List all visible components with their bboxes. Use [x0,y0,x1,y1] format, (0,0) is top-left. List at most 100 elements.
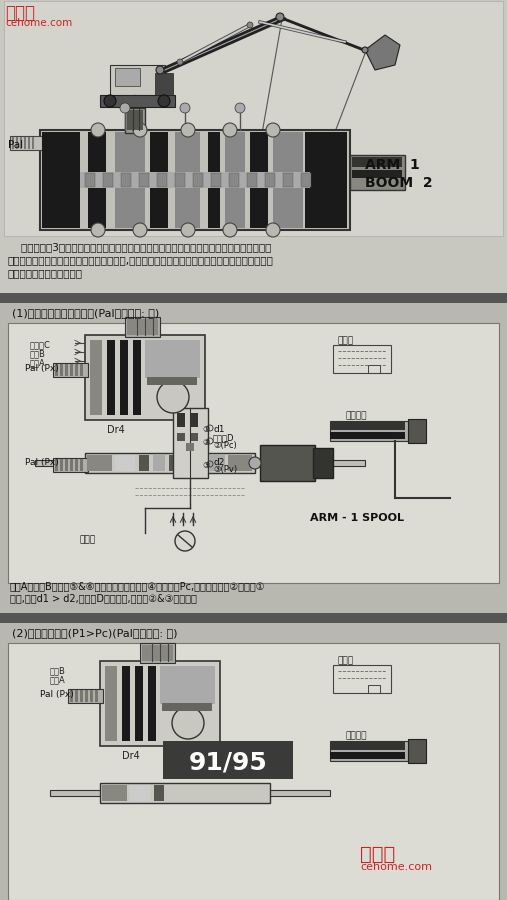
Bar [80,364,83,376]
Bar [133,340,141,415]
Text: cehome.com: cehome.com [5,18,73,28]
Bar [20,137,22,149]
Bar [352,157,402,167]
Text: d2: d2 [213,458,225,467]
Bar [150,132,168,228]
Circle shape [235,103,245,113]
Bar [173,408,208,478]
Bar [175,173,185,187]
Circle shape [175,531,195,551]
Bar [368,685,380,693]
Bar [127,110,143,130]
Circle shape [172,707,204,739]
Bar [142,645,173,661]
Polygon shape [160,17,285,72]
Text: 回油路: 回油路 [338,336,354,345]
Bar [125,108,145,133]
Bar [4,1,503,236]
Bar [175,173,185,187]
Bar [190,433,198,441]
Circle shape [276,13,284,21]
Bar [80,459,83,471]
Bar [140,643,175,663]
Bar [28,137,30,149]
Text: d1: d1 [213,425,225,434]
Bar [100,783,270,803]
Text: 斗杆油缸: 斗杆油缸 [345,731,367,740]
Bar [330,422,405,430]
Bar [122,666,130,741]
Bar [228,455,252,471]
Bar [90,690,93,702]
Bar [330,741,410,761]
Text: (1)当小臂滑阀位于中位时(Pal液控指令: 关): (1)当小臂滑阀位于中位时(Pal液控指令: 关) [12,308,159,318]
Bar [408,739,426,763]
Text: (2)小臂倒土操作(P1>Pc)(Pal液控指令: 开): (2)小臂倒土操作(P1>Pc)(Pal液控指令: 开) [12,628,177,638]
Circle shape [249,457,261,469]
Bar [115,132,145,228]
Polygon shape [365,35,400,70]
Text: ②(Pc): ②(Pc) [213,441,237,450]
Circle shape [104,95,116,107]
Bar [42,132,80,228]
Text: 接油箱: 接油箱 [80,535,96,544]
Bar [301,173,311,187]
Bar [103,173,113,187]
Bar [85,453,255,473]
Text: 单向阀D: 单向阀D [213,433,235,442]
Circle shape [91,223,105,237]
Circle shape [247,22,253,28]
Bar [95,690,98,702]
Bar [180,455,195,471]
Bar [121,173,131,187]
Bar [127,319,158,335]
Bar [50,790,330,796]
Bar [16,137,18,149]
Bar [8,323,499,583]
Text: 活塞A: 活塞A [30,358,46,367]
Circle shape [181,123,195,137]
Bar [0,623,507,900]
Bar [139,455,149,471]
Bar [85,335,205,420]
Text: cehome.com: cehome.com [360,862,432,872]
Text: 斗杆油缸: 斗杆油缸 [345,411,367,420]
Text: 锥阀B: 锥阀B [50,666,66,675]
Bar [139,173,149,187]
Text: 泄漏。在控制阀的小臂管路上加一个单向阀,能防止漏油并且使小臂油缸下沉的情况减为最小。此: 泄漏。在控制阀的小臂管路上加一个单向阀,能防止漏油并且使小臂油缸下沉的情况减为最… [8,255,274,265]
Bar [102,785,127,801]
Bar [60,364,63,376]
Bar [70,364,73,376]
Bar [225,132,245,228]
Bar [153,455,165,471]
Bar [100,95,175,107]
Bar [105,666,117,741]
Bar [313,448,333,478]
Text: 项功能我们称做小臂锁定。: 项功能我们称做小臂锁定。 [8,268,83,278]
Bar [301,173,311,187]
Bar [265,173,275,187]
Bar [350,155,405,190]
Bar [90,340,102,415]
Bar [330,432,405,439]
Text: Pal: Pal [8,140,23,150]
Bar [75,459,78,471]
Bar [130,785,150,801]
Bar [75,364,78,376]
Bar [107,340,115,415]
Bar [80,172,310,188]
Text: Dr4: Dr4 [107,425,125,435]
Bar [65,459,68,471]
Bar [87,455,112,471]
Bar [162,703,212,711]
Text: ①: ① [202,425,209,434]
Bar [135,666,143,741]
Bar [0,0,507,293]
Bar [85,690,88,702]
Bar [110,65,165,100]
Text: ③(Pv): ③(Pv) [213,465,237,474]
Circle shape [181,223,195,237]
Text: 锥阀B: 锥阀B [30,349,46,358]
Bar [70,459,73,471]
Bar [333,345,391,373]
